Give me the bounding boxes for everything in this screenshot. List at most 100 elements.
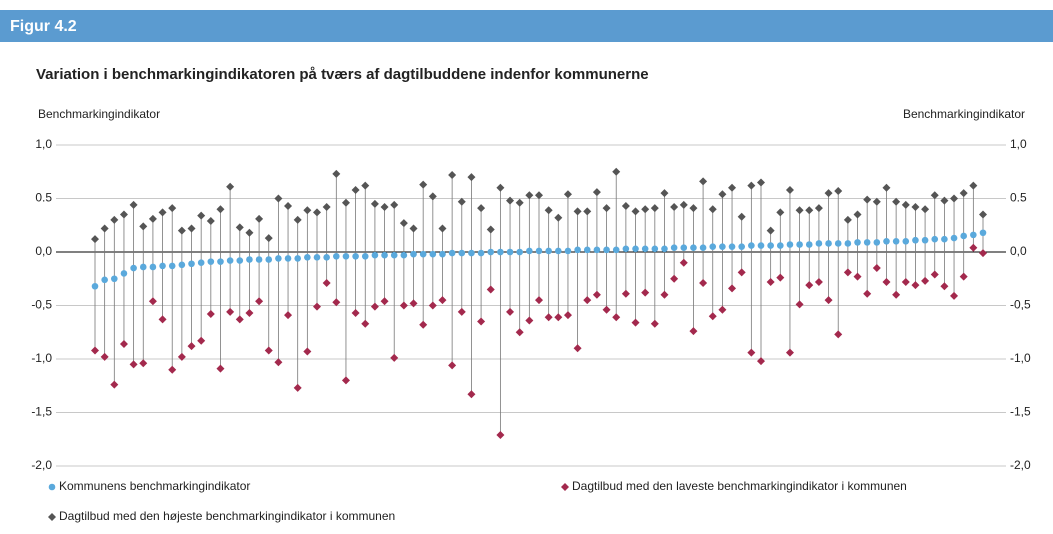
point: [911, 281, 920, 290]
point: [544, 206, 553, 215]
y-axis-label: Benchmarkingindikator: [38, 107, 160, 121]
point: [689, 327, 698, 336]
point: [670, 244, 678, 252]
point: [593, 246, 601, 254]
point: [592, 290, 601, 299]
point: [264, 234, 273, 243]
point: [651, 245, 659, 253]
y-tick-label: 0.5: [35, 191, 52, 205]
chart-title: Variation i benchmarkingindikatoren på t…: [36, 66, 649, 83]
point: [805, 206, 814, 215]
point: [747, 348, 756, 357]
point: [516, 248, 523, 256]
y2-tick-label: 0,0: [1010, 244, 1027, 258]
point: [621, 201, 630, 210]
point: [757, 178, 765, 187]
point: [583, 246, 591, 254]
point: [332, 169, 341, 178]
point: [824, 189, 833, 198]
point: [467, 390, 476, 399]
point: [168, 204, 177, 213]
point: [602, 204, 611, 213]
point: [419, 320, 428, 329]
point: [834, 187, 843, 196]
point: [882, 183, 891, 192]
point: [843, 215, 852, 224]
point: [380, 297, 389, 306]
point: [863, 195, 872, 204]
point: [950, 194, 959, 203]
point: [486, 285, 495, 294]
point: [641, 205, 650, 214]
point: [246, 256, 253, 263]
point: [661, 245, 668, 253]
point: [255, 214, 264, 223]
point: [718, 190, 727, 199]
point: [313, 208, 321, 217]
point: [930, 191, 939, 200]
point: [197, 336, 206, 345]
point: [419, 250, 427, 258]
point: [979, 249, 987, 258]
point: [187, 224, 196, 233]
point: [776, 208, 785, 217]
point: [622, 245, 630, 253]
point: [226, 182, 235, 191]
point: [573, 207, 582, 216]
point: [718, 305, 727, 314]
point: [496, 183, 505, 192]
point: [351, 185, 360, 194]
point: [255, 297, 264, 306]
point: [91, 282, 99, 290]
point: [960, 232, 967, 240]
point: [573, 344, 582, 353]
point: [621, 289, 630, 298]
point: [689, 204, 698, 213]
point: [110, 380, 119, 389]
point: [419, 180, 428, 189]
y-tick-label: -2,0: [31, 458, 52, 472]
point: [322, 279, 331, 288]
point: [120, 270, 128, 277]
point: [902, 238, 910, 245]
point: [757, 242, 765, 249]
y-tick-label: 1,0: [35, 137, 52, 151]
point: [921, 236, 929, 244]
point: [979, 229, 987, 237]
point: [303, 206, 312, 215]
point: [119, 210, 128, 219]
point: [785, 185, 794, 194]
point: [217, 258, 224, 265]
point: [699, 244, 707, 252]
point: [679, 258, 688, 267]
point: [274, 194, 283, 203]
point: [496, 430, 505, 439]
point: [284, 255, 292, 262]
point: [371, 251, 379, 259]
y-tick-label: -1,5: [31, 405, 52, 419]
y2-tick-label: -0,5: [1010, 298, 1031, 312]
point: [390, 200, 399, 209]
point: [766, 277, 775, 286]
point: [950, 234, 958, 242]
legend-marker: [48, 513, 56, 521]
point: [206, 310, 215, 319]
point: [515, 198, 524, 207]
legend-marker: [48, 483, 56, 491]
point: [563, 190, 572, 199]
point: [370, 199, 379, 208]
point: [216, 205, 225, 214]
point: [177, 226, 186, 235]
y2-tick-label: -1,0: [1010, 351, 1031, 365]
point: [930, 270, 939, 279]
point: [226, 257, 234, 264]
y-tick-label: -1,0: [31, 351, 52, 365]
point: [796, 241, 803, 248]
point: [390, 353, 399, 362]
point: [390, 251, 398, 259]
point: [458, 249, 466, 257]
point: [333, 252, 340, 260]
point: [776, 273, 785, 282]
point: [91, 235, 99, 244]
point: [111, 275, 118, 283]
